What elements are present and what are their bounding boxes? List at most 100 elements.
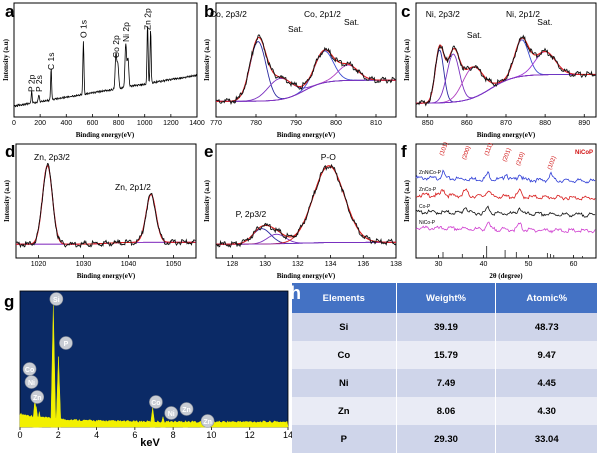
x-tick-label: 60 — [570, 261, 578, 268]
xrd-series-line — [415, 169, 596, 184]
x-tick-label: 850 — [422, 120, 434, 127]
peak-annotation: P 2s — [34, 75, 44, 92]
panel-b-co-2p: b Binding energy(eV) Intensity (a.u) 770… — [200, 0, 400, 145]
element-bubble — [164, 406, 179, 420]
hkl-label: (101) — [439, 141, 449, 156]
raw-spectrum-line — [215, 34, 396, 106]
peak-annotation: P, 2p3/2 — [236, 209, 267, 219]
x-tick-label: 800 — [330, 120, 342, 127]
peak-annotation: Sat. — [288, 24, 303, 34]
x-tick-label: 1030 — [76, 261, 92, 268]
peak-annotation: Co, 2p3/2 — [210, 9, 247, 19]
eds-peak-bar — [55, 356, 62, 428]
peak-annotation: P-O — [321, 152, 337, 162]
element-cell: Ni — [292, 369, 397, 397]
panel-label-b: b — [204, 2, 214, 21]
element-bubble — [49, 292, 64, 306]
atomic-cell: 4.45 — [495, 369, 598, 397]
element-label: Si — [53, 297, 60, 304]
x-tick-label: 4 — [94, 430, 99, 440]
element-cell: Co — [292, 341, 397, 369]
table-row: Si 39.19 48.73 — [292, 313, 598, 341]
hkl-label: (210) — [516, 151, 526, 166]
panel-label-e: e — [204, 142, 213, 161]
xrd-series-line — [415, 205, 596, 218]
x-tick-label: 14 — [283, 430, 293, 440]
x-tick-label: 1000 — [137, 120, 153, 127]
peak-annotation: Zn 2p — [143, 8, 153, 30]
x-tick-label: 780 — [250, 120, 262, 127]
panel-a-xps-survey: a Binding energy(eV) Intensity (a.u) 0 20… — [0, 0, 205, 145]
weight-cell: 29.30 — [396, 425, 497, 453]
fitted-envelope-line — [216, 165, 396, 245]
element-label: P — [64, 341, 69, 348]
atomic-cell: 9.47 — [495, 341, 598, 369]
peak-annotation: Ni, 2p3/2 — [426, 9, 460, 19]
y-axis-title: Intensity (a.u) — [203, 179, 211, 222]
ni-2p-chart: c Binding energy(eV) Intensity (a.u) 850… — [401, 2, 597, 139]
raw-spectrum-line — [15, 163, 196, 249]
panel-label-c: c — [401, 2, 410, 21]
x-tick-label: 0 — [12, 120, 16, 127]
eds-peak-bar — [182, 419, 189, 428]
raw-spectrum-line — [215, 163, 397, 248]
series-label: ZnNiCo-P — [419, 170, 442, 176]
x-axis-title: Binding energy(eV) — [77, 272, 136, 280]
x-tick-label: 870 — [500, 120, 512, 127]
panel-label-g: g — [4, 292, 14, 311]
x-tick-label: 30 — [435, 261, 443, 268]
x-tick-label: 136 — [357, 261, 369, 268]
x-tick-label: 6 — [132, 430, 137, 440]
x-axis-title: Binding energy(eV) — [477, 131, 536, 139]
x-tick-label: 128 — [227, 261, 239, 268]
background-line — [216, 241, 396, 245]
weight-cell: 15.79 — [396, 341, 497, 369]
plot-frame — [415, 143, 597, 259]
atomic-cell: 48.73 — [495, 313, 598, 341]
peak-annotation: Sat. — [344, 17, 359, 27]
panel-e-p-2p: e Binding energy(eV) Intensity (a.u) 128… — [200, 140, 402, 285]
element-bubble — [24, 375, 39, 389]
panel-label-a: a — [5, 2, 15, 21]
plot-frame — [15, 143, 197, 259]
eds-peak-bar — [160, 416, 166, 428]
x-tick-label: 12 — [245, 430, 255, 440]
plot-frame — [415, 2, 597, 118]
x-tick-label: 1400 — [189, 120, 205, 127]
element-bubble — [30, 390, 45, 404]
x-tick-label: 2 — [56, 430, 61, 440]
hkl-label: (200) — [462, 145, 472, 160]
y-axis-title: Intensity (a.u) — [403, 38, 411, 81]
table-row: P 29.30 33.04 — [292, 425, 598, 453]
x-tick-label: 600 — [87, 120, 99, 127]
column-header: Atomic% — [495, 283, 598, 313]
peak-annotation: Zn, 2p1/2 — [115, 182, 151, 192]
x-tick-label: 890 — [578, 120, 590, 127]
reference-pattern-label: NiCoP — [575, 150, 593, 156]
background-line — [416, 74, 596, 104]
x-tick-label: 0 — [17, 430, 22, 440]
x-axis-title: Binding energy(eV) — [277, 272, 336, 280]
series-label: Co-P — [419, 204, 431, 210]
weight-cell: 7.49 — [396, 369, 497, 397]
x-axis-title: Binding energy(eV) — [76, 131, 135, 139]
element-cell: Si — [292, 313, 397, 341]
co-2p-chart: b Binding energy(eV) Intensity (a.u) 770… — [203, 2, 397, 139]
table-row: Co 15.79 9.47 — [292, 341, 598, 369]
x-tick-label: 880 — [539, 120, 551, 127]
element-label: Ni — [28, 380, 35, 387]
x-tick-label: 132 — [292, 261, 304, 268]
y-axis-title: Intensity (a.u) — [203, 38, 211, 81]
fitted-envelope-line — [216, 36, 396, 102]
panel-g-eds: g keV 0 2 4 6 8 10 12 14 Si P Co Ni Zn Co Ni Zn Zn — [0, 285, 293, 450]
peak-annotation: Co 2p — [111, 35, 121, 58]
x-tick-label: 1040 — [121, 261, 137, 268]
element-label: Zn — [203, 419, 212, 426]
x-tick-label: 130 — [259, 261, 271, 268]
eds-peak-bar — [149, 407, 156, 428]
element-label: Co — [151, 400, 160, 407]
x-tick-label: 790 — [290, 120, 302, 127]
element-label: Co — [25, 367, 34, 374]
element-bubble — [149, 395, 163, 409]
element-bubble — [179, 402, 194, 416]
